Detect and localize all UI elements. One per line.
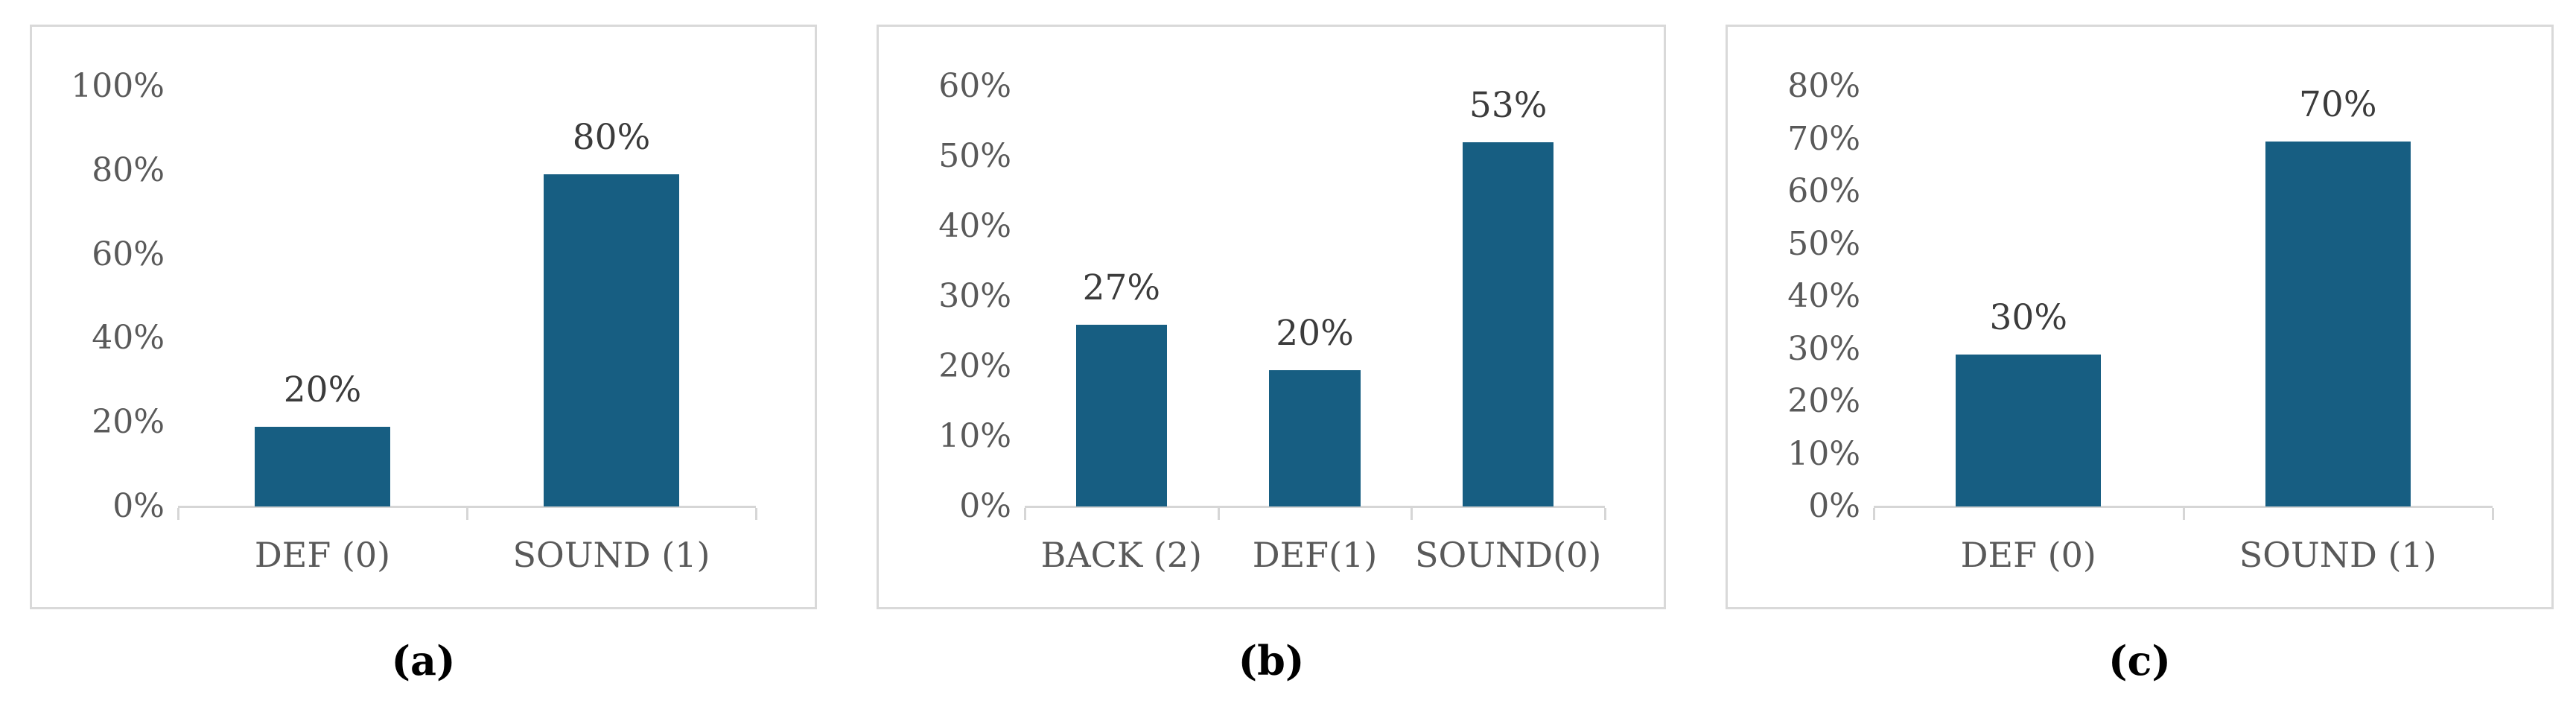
bar-value-label: 20% bbox=[1276, 312, 1354, 354]
y-axis-tick-labels: 0% 20% 40% 60% 80% 100% bbox=[45, 70, 165, 523]
x-axis-boundary-tick bbox=[2492, 508, 2494, 520]
x-axis-category-label: DEF (0) bbox=[254, 535, 391, 575]
y-axis-tick-labels: 0% 10% 20% 30% 40% 50% 60% bbox=[892, 70, 1011, 523]
x-axis-category-label: BACK (2) bbox=[1040, 535, 1203, 575]
x-axis-boundary-tick bbox=[1217, 508, 1220, 520]
x-axis-boundary-tick bbox=[177, 508, 179, 520]
y-axis-tick-label: 20% bbox=[92, 403, 165, 442]
bar-value-label: 70% bbox=[2299, 84, 2377, 126]
x-axis-line bbox=[1874, 506, 2493, 508]
y-axis-tick-label: 40% bbox=[938, 207, 1011, 246]
y-axis-tick-label: 20% bbox=[1787, 382, 1860, 420]
x-axis-boundary-tick bbox=[755, 508, 757, 520]
x-axis-boundary-tick bbox=[2182, 508, 2185, 520]
y-axis-tick-labels: 0% 10% 20% 30% 40% 50% 60% 70% 80% bbox=[1741, 70, 1860, 523]
y-axis-tick-label: 80% bbox=[1787, 67, 1860, 105]
bar-value-label: 20% bbox=[283, 369, 362, 410]
plot-area: 27% BACK (2) 20% DEF(1) 53% SOUND(0) bbox=[1024, 85, 1606, 572]
y-axis-tick-label: 70% bbox=[1787, 119, 1860, 158]
y-axis-tick-label: 10% bbox=[938, 417, 1011, 456]
y-axis-tick-label: 60% bbox=[938, 67, 1011, 105]
chart-panel-a: 0% 20% 40% 60% 80% 100% 20% DEF (0) 80% SOUND (1) bbox=[30, 25, 817, 609]
y-axis-tick-label: 30% bbox=[938, 277, 1011, 315]
bar bbox=[1956, 354, 2102, 506]
x-axis-category-label: SOUND(0) bbox=[1415, 535, 1602, 575]
y-axis-tick-label: 60% bbox=[1787, 172, 1860, 210]
chart-panel-c: 0% 10% 20% 30% 40% 50% 60% 70% 80% 30% DEF (0) 70% S… bbox=[1726, 25, 2554, 609]
x-axis-category-label: DEF(1) bbox=[1252, 535, 1378, 575]
bar bbox=[1463, 142, 1554, 506]
bar bbox=[543, 174, 680, 506]
y-axis-tick-label: 0% bbox=[112, 487, 165, 525]
chart-panel-b: 0% 10% 20% 30% 40% 50% 60% 27% BACK (2) 20% DEF(1)… bbox=[877, 25, 1666, 609]
chart-block-a: 0% 20% 40% 60% 80% 100% 20% DEF (0) 80% SOUND (1)… bbox=[30, 25, 817, 681]
y-axis-tick-label: 40% bbox=[1787, 277, 1860, 315]
x-axis-boundary-tick bbox=[1873, 508, 1875, 520]
x-axis-line bbox=[1025, 506, 1605, 508]
figure-caption-c: (c) bbox=[2108, 637, 2171, 685]
y-axis-tick-label: 40% bbox=[92, 319, 165, 358]
y-axis-tick-label: 10% bbox=[1787, 434, 1860, 473]
figure-caption-b: (b) bbox=[1238, 637, 1305, 685]
x-axis-category-label: DEF (0) bbox=[1960, 535, 2096, 575]
y-axis-tick-label: 20% bbox=[938, 347, 1011, 386]
bar bbox=[1075, 324, 1167, 506]
x-axis-category-label: SOUND (1) bbox=[2239, 535, 2437, 575]
y-axis-tick-label: 50% bbox=[938, 137, 1011, 175]
bar-value-label: 27% bbox=[1082, 267, 1161, 308]
x-axis-category-label: SOUND (1) bbox=[512, 535, 710, 575]
y-axis-tick-label: 30% bbox=[1787, 329, 1860, 368]
plot-area: 30% DEF (0) 70% SOUND (1) bbox=[1873, 84, 2494, 572]
bar-value-label: 53% bbox=[1469, 85, 1548, 127]
x-axis-boundary-tick bbox=[1411, 508, 1413, 520]
y-axis-tick-label: 100% bbox=[71, 67, 165, 105]
y-axis-tick-label: 50% bbox=[1787, 224, 1860, 263]
x-axis-line bbox=[178, 506, 756, 508]
figure-caption-a: (a) bbox=[391, 637, 456, 685]
y-axis-tick-label: 80% bbox=[92, 150, 165, 189]
x-axis-boundary-tick bbox=[1024, 508, 1026, 520]
y-axis-tick-label: 0% bbox=[1808, 487, 1860, 525]
x-axis-boundary-tick bbox=[466, 508, 468, 520]
plot-area: 20% DEF (0) 80% SOUND (1) bbox=[177, 86, 757, 572]
bar bbox=[1269, 369, 1361, 506]
y-axis-tick-label: 60% bbox=[92, 235, 165, 273]
bar bbox=[2265, 142, 2411, 506]
bar bbox=[254, 426, 391, 506]
chart-block-c: 0% 10% 20% 30% 40% 50% 60% 70% 80% 30% DEF (0) 70% S… bbox=[1726, 25, 2554, 681]
chart-block-b: 0% 10% 20% 30% 40% 50% 60% 27% BACK (2) 20% DEF(1)… bbox=[877, 25, 1666, 681]
y-axis-tick-label: 0% bbox=[959, 487, 1011, 525]
bar-value-label: 80% bbox=[572, 117, 651, 159]
x-axis-boundary-tick bbox=[1604, 508, 1606, 520]
bar-value-label: 30% bbox=[1989, 296, 2067, 338]
